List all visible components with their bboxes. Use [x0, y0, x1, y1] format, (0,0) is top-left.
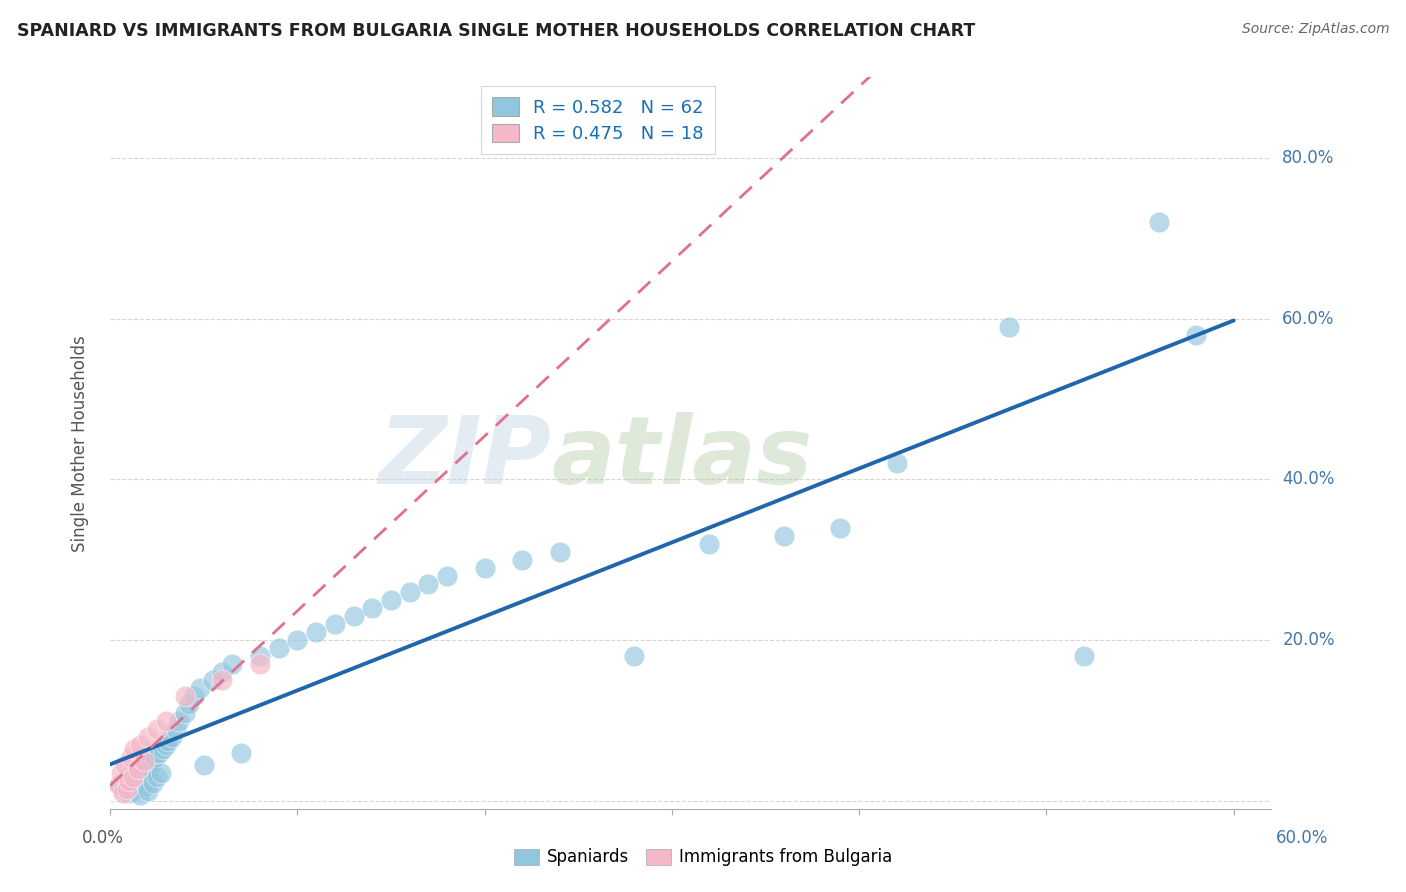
Text: 60.0%: 60.0% [1282, 310, 1334, 327]
Point [361, 601, 384, 615]
Text: 60.0%: 60.0% [1277, 829, 1329, 847]
Point [120, 780, 142, 794]
Point [114, 773, 136, 788]
Point [129, 788, 152, 802]
Point [474, 561, 496, 575]
Text: ZIP: ZIP [378, 412, 551, 504]
Point [115, 781, 138, 796]
Point [548, 545, 571, 559]
Point [152, 741, 174, 756]
Point [510, 553, 533, 567]
Point [127, 781, 149, 796]
Point [136, 730, 159, 744]
Point [380, 593, 402, 607]
Point [998, 319, 1021, 334]
Point [127, 765, 149, 780]
Point [1185, 327, 1208, 342]
Point [174, 706, 197, 720]
Point [231, 746, 253, 760]
Point [121, 776, 143, 790]
Point [169, 714, 191, 728]
Point [183, 690, 205, 704]
Point [149, 765, 172, 780]
Point [221, 657, 243, 672]
Point [155, 738, 177, 752]
Text: 0.0%: 0.0% [82, 829, 124, 847]
Text: Source: ZipAtlas.com: Source: ZipAtlas.com [1241, 22, 1389, 37]
Point [1073, 649, 1095, 664]
Point [436, 569, 458, 583]
Point [143, 749, 166, 764]
Point [124, 784, 146, 798]
Point [108, 778, 131, 792]
Point [305, 625, 328, 640]
Legend: Spaniards, Immigrants from Bulgaria: Spaniards, Immigrants from Bulgaria [508, 842, 898, 873]
Point [120, 749, 142, 764]
Point [202, 673, 225, 688]
Point [157, 733, 180, 747]
Point [177, 698, 200, 712]
Text: atlas: atlas [551, 412, 813, 504]
Point [323, 617, 346, 632]
Point [267, 641, 290, 656]
Text: SPANIARD VS IMMIGRANTS FROM BULGARIA SINGLE MOTHER HOUSEHOLDS CORRELATION CHART: SPANIARD VS IMMIGRANTS FROM BULGARIA SIN… [17, 22, 976, 40]
Point [142, 776, 165, 790]
Point [132, 773, 155, 788]
Point [165, 722, 187, 736]
Point [211, 665, 233, 680]
Point [108, 778, 131, 792]
Point [121, 770, 143, 784]
Point [112, 781, 135, 796]
Point [193, 757, 215, 772]
Point [125, 772, 148, 786]
Point [211, 673, 233, 688]
Point [112, 786, 135, 800]
Point [249, 657, 271, 672]
Point [136, 784, 159, 798]
Point [110, 765, 132, 780]
Y-axis label: Single Mother Households: Single Mother Households [72, 334, 89, 551]
Point [398, 585, 420, 599]
Point [131, 762, 153, 776]
Point [127, 762, 149, 776]
Point [148, 746, 170, 760]
Point [174, 690, 197, 704]
Point [155, 714, 177, 728]
Point [249, 649, 271, 664]
Point [886, 456, 908, 470]
Point [160, 730, 183, 744]
Point [188, 681, 211, 696]
Point [773, 529, 796, 543]
Point [118, 773, 141, 788]
Text: 80.0%: 80.0% [1282, 149, 1334, 167]
Point [623, 649, 645, 664]
Text: 40.0%: 40.0% [1282, 470, 1334, 489]
Point [342, 609, 364, 624]
Point [138, 764, 160, 778]
Point [699, 537, 721, 551]
Point [418, 577, 440, 591]
Point [118, 770, 141, 784]
Point [129, 738, 152, 752]
Point [285, 633, 308, 648]
Legend: R = 0.582   N = 62, R = 0.475   N = 18: R = 0.582 N = 62, R = 0.475 N = 18 [481, 87, 714, 154]
Point [141, 754, 163, 768]
Point [146, 722, 169, 736]
Point [118, 786, 141, 800]
Point [136, 757, 159, 772]
Point [132, 754, 155, 768]
Point [146, 770, 169, 784]
Point [114, 757, 136, 772]
Text: 20.0%: 20.0% [1282, 632, 1334, 649]
Point [1147, 215, 1170, 229]
Point [135, 780, 157, 794]
Point [830, 521, 852, 535]
Point [124, 741, 146, 756]
